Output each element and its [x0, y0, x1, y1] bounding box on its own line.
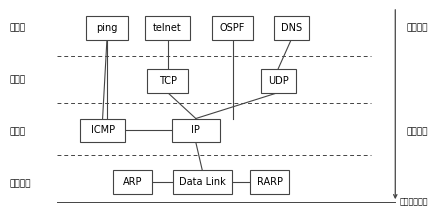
- Text: 据链路层: 据链路层: [10, 179, 31, 188]
- FancyBboxPatch shape: [250, 170, 288, 194]
- Text: 传输层: 传输层: [10, 75, 26, 84]
- FancyBboxPatch shape: [173, 170, 231, 194]
- Text: UDP: UDP: [267, 76, 288, 86]
- Text: RARP: RARP: [256, 177, 282, 187]
- Text: DNS: DNS: [280, 23, 301, 33]
- Text: OSPF: OSPF: [220, 23, 245, 33]
- Text: ICMP: ICMP: [90, 125, 115, 135]
- Text: ARP: ARP: [123, 177, 142, 187]
- FancyBboxPatch shape: [145, 16, 190, 40]
- FancyBboxPatch shape: [171, 119, 219, 142]
- FancyBboxPatch shape: [147, 69, 188, 93]
- FancyBboxPatch shape: [80, 119, 125, 142]
- Text: 用户空间: 用户空间: [405, 23, 427, 32]
- FancyBboxPatch shape: [113, 170, 152, 194]
- FancyBboxPatch shape: [86, 16, 127, 40]
- Text: 内核空间: 内核空间: [405, 127, 427, 136]
- Text: Data Link: Data Link: [178, 177, 225, 187]
- FancyBboxPatch shape: [212, 16, 253, 40]
- Text: ping: ping: [96, 23, 117, 33]
- Text: IP: IP: [191, 125, 200, 135]
- FancyBboxPatch shape: [273, 16, 308, 40]
- FancyBboxPatch shape: [260, 69, 295, 93]
- Text: telnet: telnet: [153, 23, 181, 33]
- Text: 物理传输媒介: 物理传输媒介: [398, 197, 427, 206]
- Text: 网络层: 网络层: [10, 127, 26, 136]
- Text: 应用层: 应用层: [10, 23, 26, 32]
- Text: TCP: TCP: [158, 76, 176, 86]
